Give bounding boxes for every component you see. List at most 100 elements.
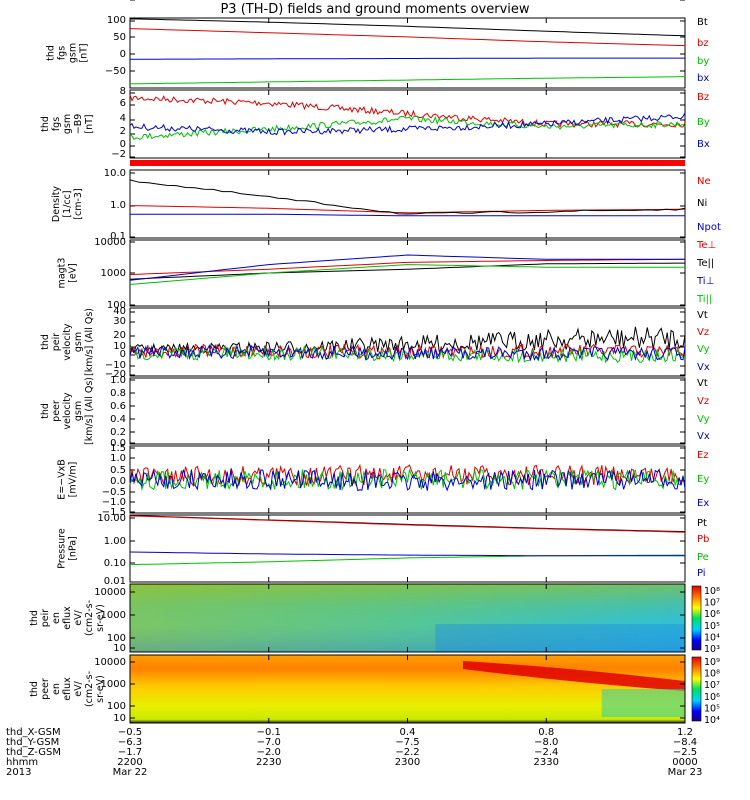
- y-tick-label: 100: [107, 701, 126, 712]
- ephemeris-value: 0.8: [538, 727, 554, 738]
- legend-entry: Vx: [697, 362, 710, 373]
- ephemeris-value: −7.0: [257, 737, 281, 748]
- y-tick-label: −1.0: [102, 497, 126, 508]
- spectrogram-low-flux: [435, 624, 685, 652]
- legend-entry: Vx: [697, 431, 710, 442]
- series-ti: [129, 264, 685, 285]
- y-axis-label: E=−VxB[mV/m]: [57, 459, 79, 500]
- y-axis-label-line: E=−VxB: [57, 459, 68, 500]
- series-ti: [129, 254, 685, 281]
- y-tick-label: 0.4: [110, 414, 126, 425]
- y-axis-label-line: thd: [40, 403, 51, 419]
- y-tick-label: 40: [113, 306, 126, 317]
- series-by: [129, 76, 686, 85]
- y-tick-label: 0.1: [110, 231, 126, 242]
- y-axis-label-line: Pressure: [57, 528, 68, 569]
- colorbar-label: 10⁵: [704, 621, 720, 632]
- panel-temperature: 10000 1000 100 magt3[eV] Te⊥ Te|| Ti⊥ Ti||: [57, 237, 717, 311]
- y-axis-label-line: en: [51, 683, 62, 695]
- legend-entry: Bt: [697, 17, 708, 28]
- colorbar-label: 10⁶: [704, 609, 720, 620]
- panel-frame: [129, 169, 686, 239]
- y-tick-label: 1000: [101, 610, 126, 621]
- legend-entry: Pb: [697, 534, 709, 545]
- y-axis-label-line: thd: [40, 116, 51, 132]
- y-axis-label-line: [mV/m]: [68, 462, 79, 498]
- legend-entry: Vt: [697, 310, 708, 321]
- ephemeris-value: 2230: [256, 757, 281, 768]
- colorbar-label: 10⁷: [704, 680, 720, 691]
- y-tick-label: 10000: [94, 237, 126, 248]
- spectrogram-peak: [463, 661, 685, 691]
- y-tick-label: 10000: [94, 587, 126, 598]
- y-axis-label: thdfgsgsm−B9[nT]: [40, 114, 95, 135]
- y-tick-label: 100: [107, 15, 126, 26]
- series-ey: [129, 468, 686, 492]
- y-tick-label: 1.0: [110, 200, 126, 211]
- y-tick-label: −50: [105, 66, 126, 77]
- y-axis-label-line: Density: [51, 186, 62, 222]
- y-axis-label-line: [1/cc]: [62, 190, 73, 217]
- legend-entry: Pi: [697, 568, 706, 579]
- legend-entry: Pe: [697, 552, 709, 563]
- y-tick-label: 0.0: [110, 476, 126, 487]
- legend-entry: Bz: [697, 92, 709, 103]
- y-axis-label-line: sr-eV): [95, 604, 106, 632]
- y-axis-label-line: thd: [29, 610, 40, 626]
- y-tick-label: 100: [107, 633, 126, 644]
- y-axis-label-line: −B9: [73, 114, 84, 135]
- spectrogram-fill: [130, 655, 685, 723]
- y-axis-label-line: gsm: [62, 114, 73, 134]
- y-tick-label: 10.00: [97, 513, 126, 524]
- y-tick-label: 10: [113, 341, 126, 352]
- y-axis-label-line: velocity: [62, 323, 73, 361]
- y-axis-label-line: gsm: [68, 43, 79, 63]
- series-bx: [129, 112, 686, 136]
- y-tick-label: −4: [111, 0, 126, 3]
- y-tick-label: 6: [120, 98, 126, 109]
- series-te: [129, 262, 685, 280]
- panel-density: 10.0 1.0 0.1 Density[1/cc][cm-3] Ne Ni Npot: [51, 168, 721, 242]
- y-axis-label: thdpeirenefluxeV/(cm2-s-sr-eV): [29, 600, 106, 636]
- y-axis-label-line: eV/: [73, 680, 84, 696]
- ephemeris-value: −1.7: [118, 747, 142, 758]
- y-tick-label: 0: [120, 139, 126, 150]
- colorbar-label: 10⁶: [704, 692, 720, 703]
- y-axis-label-line: peir: [51, 333, 62, 352]
- y-axis-label-line: thd: [29, 681, 40, 697]
- colorbar-label: 10⁵: [704, 703, 720, 714]
- series-te: [129, 258, 686, 275]
- colorbar: [691, 585, 702, 651]
- series-by: [129, 115, 686, 141]
- y-tick-label: 1.00: [104, 536, 126, 547]
- ephemeris-value: Mar 23: [668, 767, 703, 778]
- y-tick-label: −20: [105, 369, 126, 380]
- series-vx: [129, 343, 686, 362]
- y-tick-label: 1000: [101, 268, 126, 279]
- legend-entry: Ti⊥: [696, 276, 714, 287]
- legend-entry: Ex: [697, 498, 709, 509]
- ephemeris-value: 1.2: [677, 727, 693, 738]
- series-vt: [129, 326, 686, 355]
- ephemeris-value: 2300: [395, 757, 420, 768]
- panel-frame: [129, 89, 686, 159]
- colorbar: [691, 656, 702, 722]
- ephemeris-value: −2.0: [257, 747, 281, 758]
- y-tick-label: 0.8: [110, 388, 126, 399]
- page-title: P3 (TH-D) fields and ground moments over…: [220, 2, 530, 17]
- ephemeris-value: −2.5: [673, 747, 697, 758]
- panel-efield: 1.51.00.50.0−0.5−1.0−1.5 E=−VxB[mV/m] Ez Ey…: [57, 443, 710, 518]
- y-tick-label: 20: [113, 330, 126, 341]
- ephemeris-value: 2200: [117, 757, 142, 768]
- y-tick-label: 4: [120, 113, 126, 124]
- ephemeris-label: thd_Y-GSM: [6, 737, 59, 748]
- ephemeris-label: thd_Z-GSM: [6, 747, 61, 758]
- legend-entry: Vy: [697, 414, 710, 425]
- series-ne: [129, 205, 685, 214]
- ephemeris-value: Mar 22: [113, 767, 148, 778]
- y-tick-label: 10: [113, 713, 126, 724]
